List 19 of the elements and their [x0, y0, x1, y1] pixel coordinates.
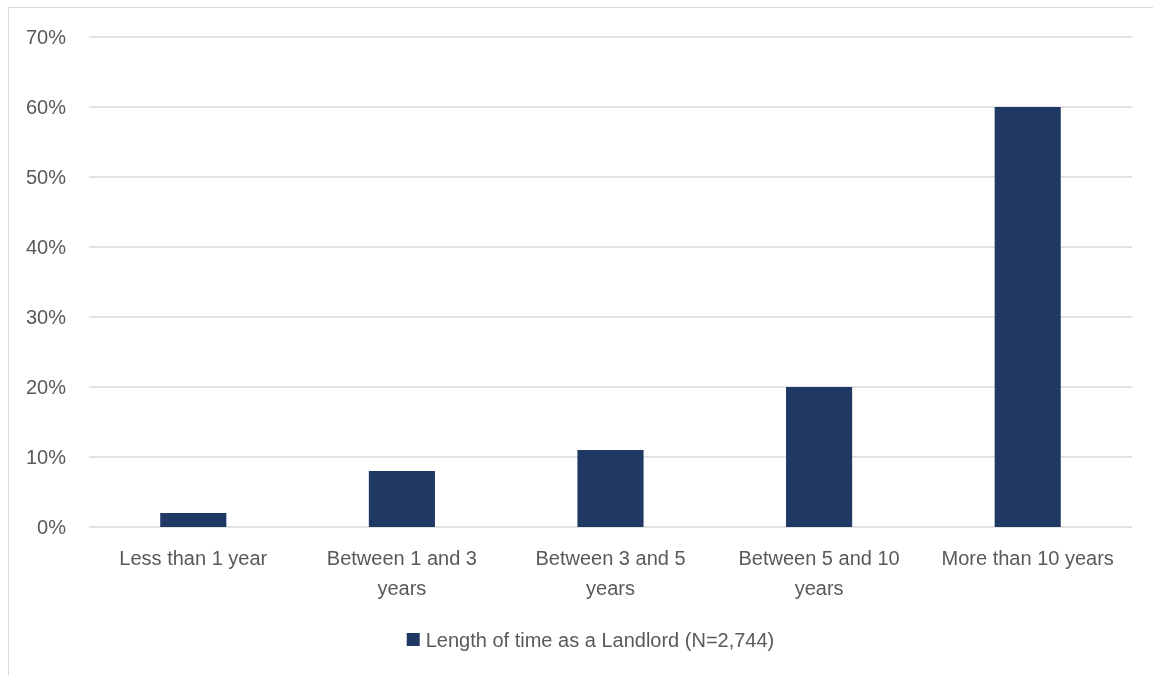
x-tick-label: Between 1 and 3 years	[326, 547, 477, 600]
x-tick-label: Less than 1 year	[119, 547, 268, 570]
bar	[786, 387, 853, 527]
legend-label: Length of time as a Landlord (N=2,744)	[425, 629, 775, 651]
bar	[368, 471, 435, 527]
x-tick-label: Between 3 and 5 years	[535, 547, 686, 600]
x-tick-label: Between 5 and 10 years	[738, 547, 900, 600]
x-tick-label: More than 10 years	[941, 547, 1114, 570]
bar	[577, 450, 644, 527]
y-tick-label: 10%	[25, 445, 67, 468]
bar	[160, 513, 227, 527]
y-tick-label: 0%	[37, 515, 67, 538]
y-tick-label: 60%	[25, 95, 67, 118]
y-tick-label: 40%	[25, 235, 67, 258]
y-tick-label: 30%	[25, 305, 67, 328]
bar	[994, 107, 1061, 527]
y-tick-label: 50%	[25, 165, 67, 188]
y-tick-label: 70%	[25, 25, 67, 48]
y-tick-label: 20%	[25, 375, 67, 398]
